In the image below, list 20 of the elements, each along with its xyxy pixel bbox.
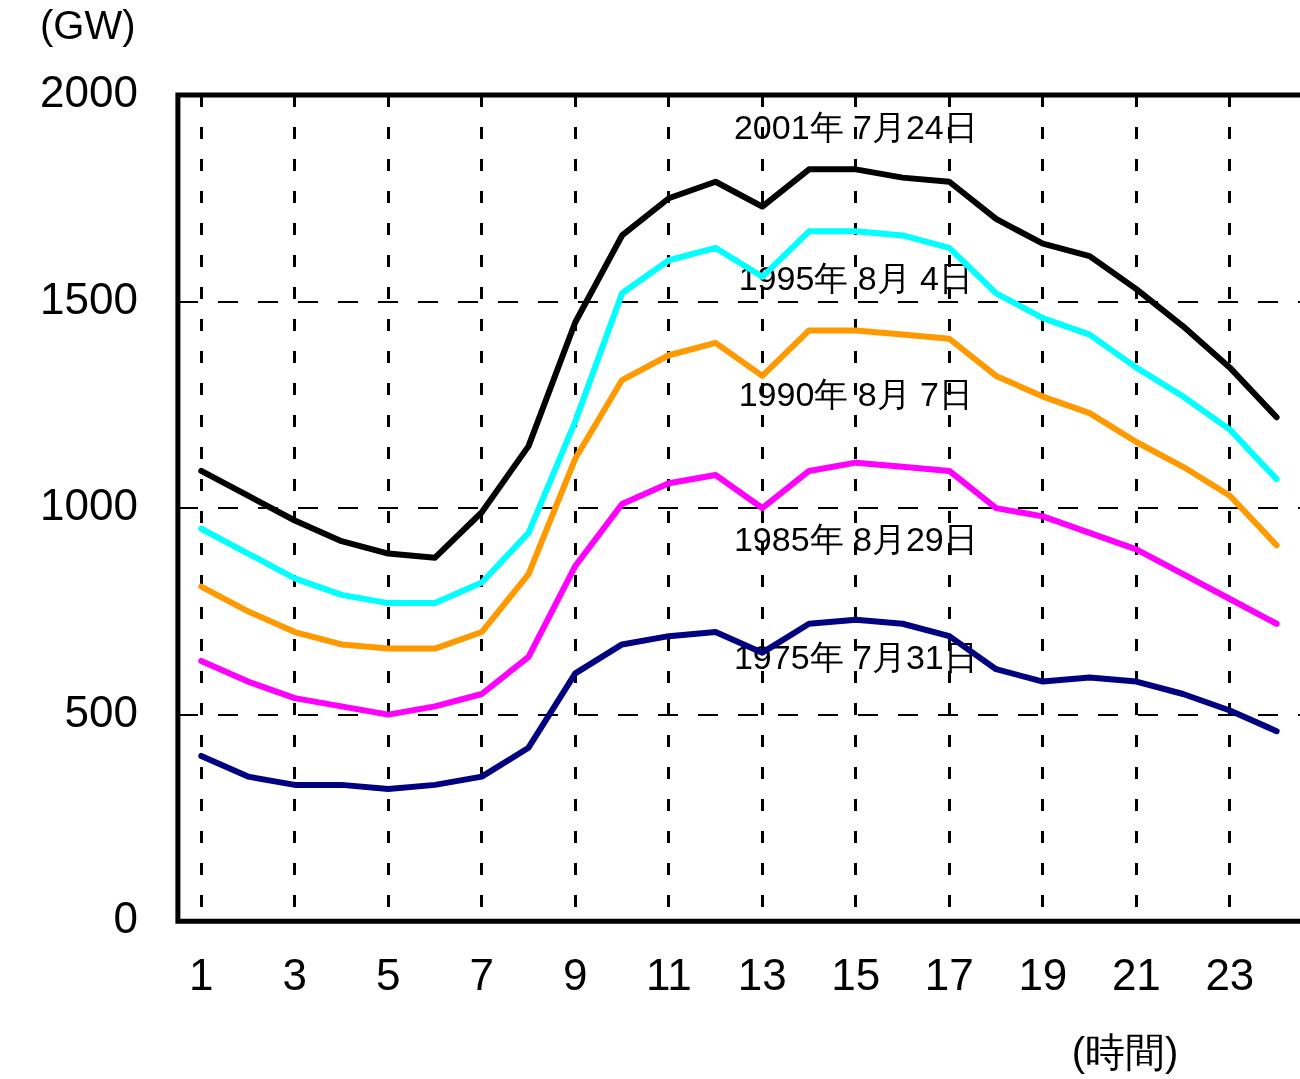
x-tick-label: 9 [563, 949, 588, 999]
y-tick-label: 2000 [39, 67, 138, 117]
x-tick-label: 11 [645, 949, 692, 999]
y-tick-label: 1500 [39, 273, 138, 323]
y-tick-label: 500 [64, 686, 138, 736]
x-tick-label: 17 [924, 949, 974, 999]
x-tick-label: 23 [1205, 949, 1255, 999]
x-tick-label: 19 [1018, 949, 1068, 999]
x-tick-label: 7 [469, 949, 495, 999]
y-tick-label: 0 [113, 893, 138, 943]
x-tick-label: 3 [282, 949, 308, 999]
y-axis-title: (GW) [40, 3, 136, 48]
x-tick-label: 5 [376, 949, 401, 999]
series-label: 1990年 8月 7日 [738, 374, 974, 413]
x-axis-title: (時間) [1071, 1030, 1179, 1075]
x-tick-label: 1 [189, 949, 214, 999]
x-tick-label: 13 [737, 949, 787, 999]
x-tick-label: 15 [831, 949, 881, 999]
x-tick-label: 21 [1111, 949, 1161, 999]
y-tick-label: 1000 [39, 480, 138, 530]
